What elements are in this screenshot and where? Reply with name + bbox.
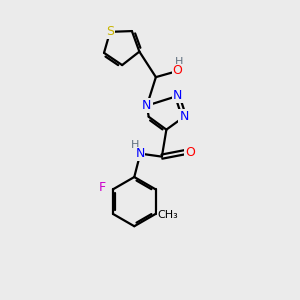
Text: N: N [179, 110, 189, 123]
Text: S: S [106, 25, 114, 38]
Text: F: F [99, 181, 106, 194]
Text: N: N [142, 99, 152, 112]
Text: O: O [172, 64, 182, 77]
Text: O: O [185, 146, 195, 159]
Text: H: H [175, 57, 183, 67]
Text: CH₃: CH₃ [158, 210, 178, 220]
Text: N: N [172, 89, 182, 103]
Text: N: N [136, 147, 145, 160]
Text: H: H [131, 140, 140, 150]
